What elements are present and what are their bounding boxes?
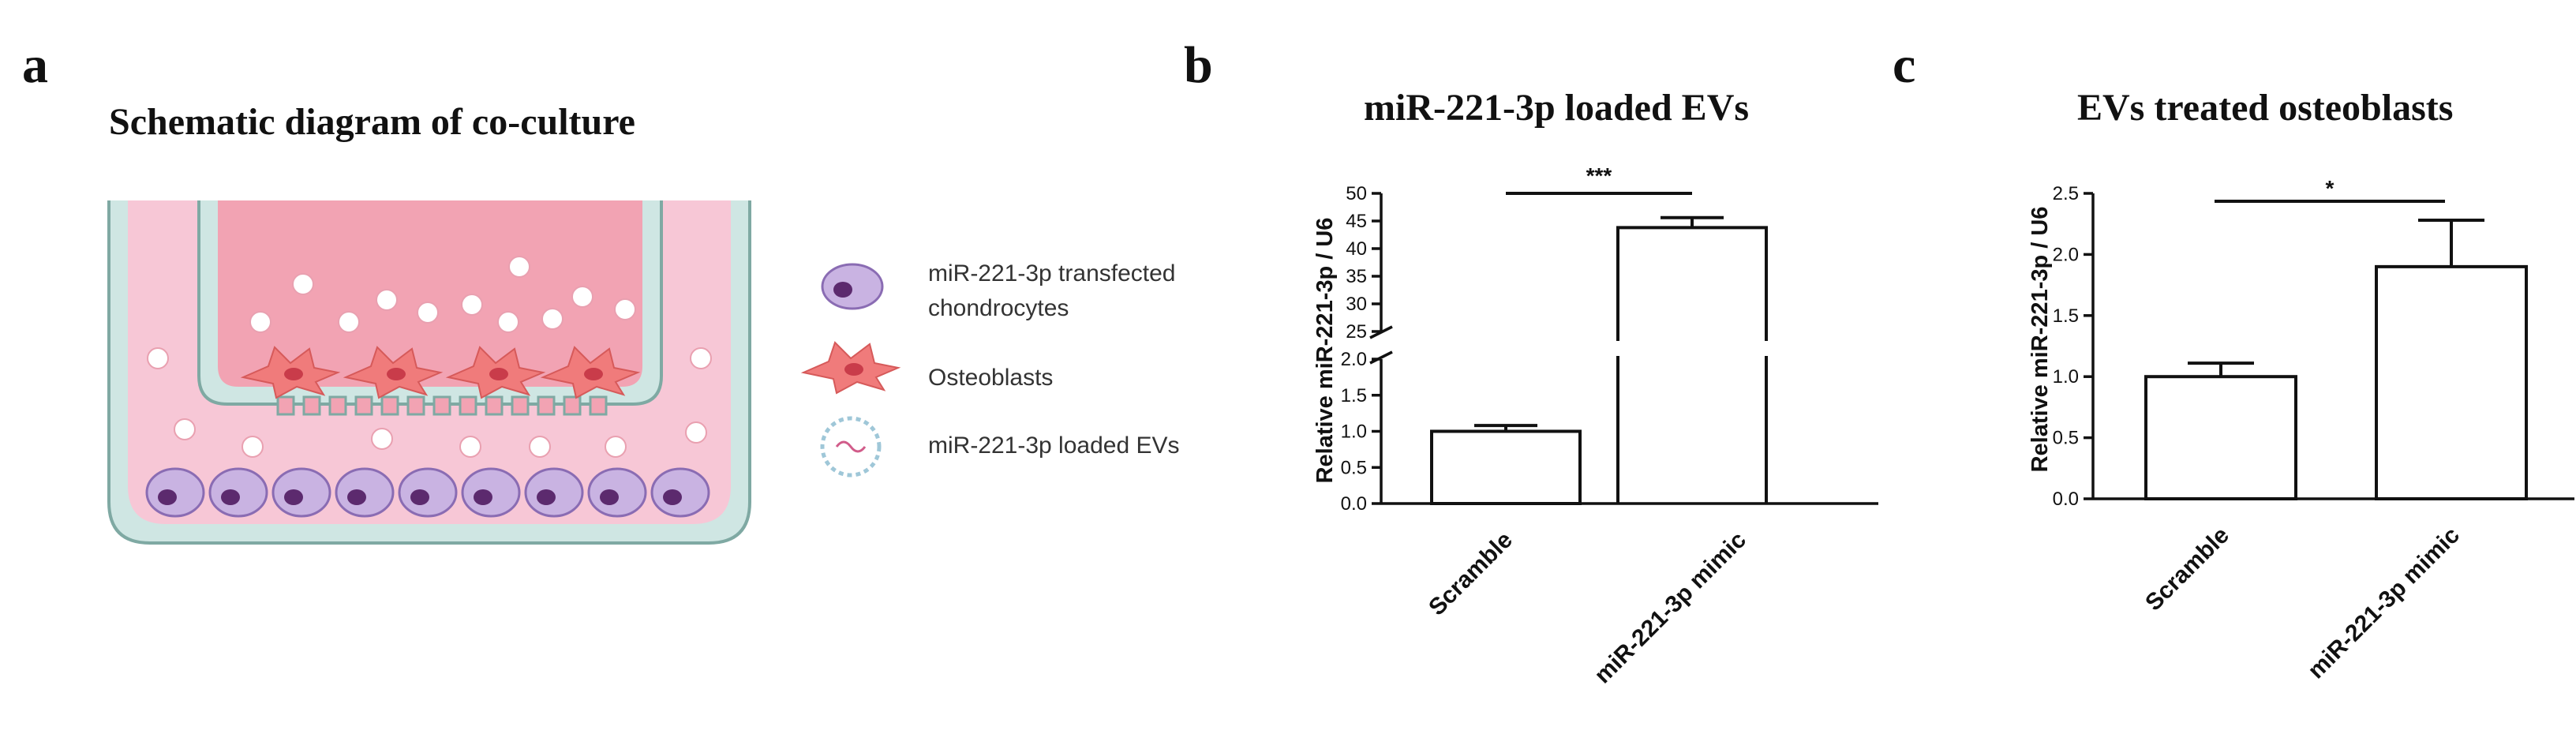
osteoblast-cell <box>240 346 341 399</box>
panel-b-ytick-label: 0.0 <box>1341 493 1367 515</box>
legend-chondrocytes-line2: chondrocytes <box>928 295 1069 321</box>
insert-medium <box>218 200 642 387</box>
ev-particle <box>605 436 627 458</box>
panel-b-cat-1: miR-221-3p mimic <box>1589 527 1751 689</box>
panel-b-title: miR-221-3p loaded EVs <box>1364 87 1749 129</box>
panel-b-ytick-label: 45 <box>1346 211 1367 232</box>
panel-c-title: EVs treated osteoblasts <box>2077 87 2453 129</box>
panel-c-y-ticks: 0.0 0.5 1.0 1.5 2.0 2.5 <box>2053 183 2093 510</box>
panel-b-cat-0: Scramble <box>1424 527 1518 621</box>
ev-particle <box>417 301 439 324</box>
panel-b-y-ticks: 0.0 0.5 1.0 1.5 2.0 25 30 35 40 45 50 <box>1341 183 1381 515</box>
osteoblast-cell <box>540 346 641 399</box>
panel-a-legend: miR-221-3p transfected chondrocytes Oste… <box>800 260 1180 477</box>
panel-b-ylabel: Relative miR-221-3p / U6 <box>1312 218 1338 484</box>
osteoblast-cell <box>343 346 444 399</box>
osteoblast-cells <box>240 346 641 399</box>
panel-b-ytick-label: 0.5 <box>1341 457 1367 478</box>
panel-b-break-mark-lower <box>1369 350 1393 365</box>
chondrocyte-cell <box>335 467 395 518</box>
panel-c-bars <box>2144 219 2528 501</box>
panel-c-bar <box>2375 264 2528 500</box>
chondrocyte-cell <box>650 467 710 518</box>
legend-chondrocyte-icon <box>821 263 884 310</box>
panel-b: b miR-221-3p loaded EVs Relative miR-221… <box>1184 36 1878 689</box>
ev-particle <box>174 418 196 440</box>
osteoblast-cell <box>445 346 546 399</box>
panel-b-ytick-label: 25 <box>1346 321 1367 343</box>
panel-c-ytick-label: 1.0 <box>2053 366 2079 388</box>
ev-particle <box>338 311 360 333</box>
ev-particle <box>529 436 551 458</box>
panel-b-bar-upper-fill <box>1618 227 1766 339</box>
panel-b-bars <box>1430 215 1768 505</box>
ev-particle <box>242 436 264 458</box>
panel-c-ytick-label: 0.5 <box>2053 428 2079 449</box>
ev-particle <box>685 421 707 444</box>
panel-c-ytick-label: 1.5 <box>2053 305 2079 327</box>
ev-particle <box>571 286 593 308</box>
ev-particle <box>614 298 636 320</box>
ev-particles <box>147 256 712 458</box>
panel-c-ytick-label: 0.0 <box>2053 489 2079 510</box>
ev-particle <box>690 347 712 369</box>
panel-a: a Schematic diagram of co-culture <box>22 36 1180 545</box>
panel-c-cat-0: Scramble <box>2140 522 2234 616</box>
ev-particle <box>376 289 398 311</box>
legend-chondrocytes-line1: miR-221-3p transfected <box>928 260 1175 286</box>
chondrocyte-cells <box>145 467 710 518</box>
ev-particle <box>459 436 481 458</box>
panel-c-cat-1: miR-221-3p mimic <box>2303 522 2465 684</box>
ev-particle <box>461 294 483 316</box>
panel-c-ytick-label: 2.0 <box>2053 244 2079 265</box>
panel-b-ytick-label: 35 <box>1346 266 1367 287</box>
legend-evs: miR-221-3p loaded EVs <box>928 433 1180 459</box>
legend-osteoblast-icon <box>800 341 901 395</box>
panel-a-title: Schematic diagram of co-culture <box>109 101 635 143</box>
panel-b-bar <box>1430 429 1582 505</box>
ev-particle <box>497 311 519 333</box>
ev-particle <box>508 256 530 278</box>
panel-b-ytick-label: 50 <box>1346 183 1367 204</box>
panel-b-ytick-label: 1.5 <box>1341 385 1367 406</box>
chondrocyte-cell <box>461 467 521 518</box>
panel-b-significance: *** <box>1586 163 1612 188</box>
panel-c-bar <box>2144 375 2297 501</box>
ev-particle <box>147 347 169 369</box>
ev-particle <box>541 308 564 330</box>
panel-c: c EVs treated osteoblasts Relative miR-2… <box>1893 36 2574 684</box>
ev-particle <box>249 311 271 333</box>
panel-c-letter: c <box>1893 36 1915 94</box>
panel-c-ytick-label: 2.5 <box>2053 183 2079 204</box>
panel-c-significance: * <box>2326 176 2334 200</box>
panel-b-letter: b <box>1184 36 1213 94</box>
chondrocyte-cell <box>587 467 647 518</box>
panel-a-letter: a <box>22 36 48 94</box>
panel-b-ytick-label: 2.0 <box>1341 349 1367 370</box>
membrane-pores <box>276 395 608 416</box>
chondrocyte-cell <box>398 467 458 518</box>
panel-b-ytick-label: 30 <box>1346 294 1367 315</box>
ev-particle <box>292 273 314 295</box>
chondrocyte-cell <box>145 467 205 518</box>
panel-b-ytick-label: 40 <box>1346 238 1367 260</box>
chondrocyte-cell <box>524 467 584 518</box>
panel-c-ylabel: Relative miR-221-3p / U6 <box>2027 207 2053 473</box>
legend-osteoblasts: Osteoblasts <box>928 365 1053 391</box>
panel-b-ytick-label: 1.0 <box>1341 421 1367 443</box>
legend-ev-icon <box>820 416 882 477</box>
ev-particle <box>371 428 393 450</box>
chondrocyte-cell <box>271 467 331 518</box>
chondrocyte-cell <box>208 467 268 518</box>
